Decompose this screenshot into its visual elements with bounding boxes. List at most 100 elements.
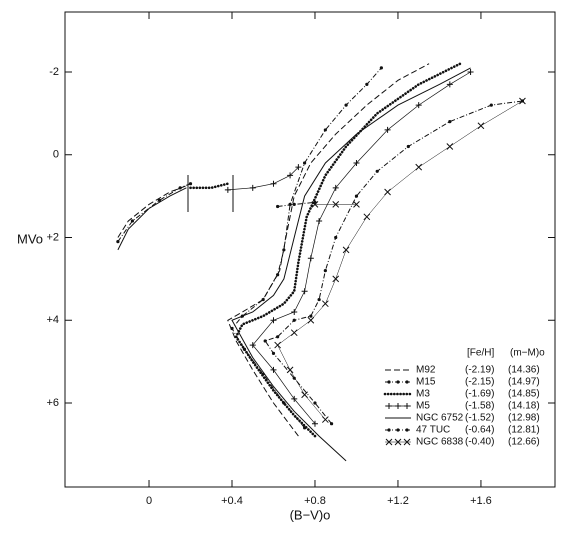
legend-symbol (405, 380, 409, 384)
legend-distance-modulus: (12.81) (508, 425, 540, 436)
y-tick-label: +2 (46, 231, 59, 243)
point (379, 66, 383, 70)
point (178, 186, 182, 190)
point (303, 161, 307, 165)
x-tick-label: +1.2 (387, 495, 409, 507)
point (317, 297, 321, 302)
legend-header: (m−M)o (510, 348, 545, 359)
legend-symbol (405, 428, 409, 432)
point (344, 103, 348, 107)
point (230, 326, 234, 331)
legend-metallicity: (-2.15) (465, 377, 494, 388)
point (342, 246, 350, 254)
legend-metallicity: (-1.52) (465, 413, 494, 424)
point (316, 217, 323, 224)
point (270, 180, 277, 187)
point (313, 401, 317, 405)
legend-metallicity: (-0.64) (465, 425, 494, 436)
legend-label: M15 (416, 377, 436, 388)
legend-distance-modulus: (14.85) (508, 389, 540, 400)
legend-label: M3 (416, 389, 430, 400)
legend-symbol (404, 403, 410, 409)
legend-distance-modulus: (12.98) (508, 413, 540, 424)
point (276, 273, 280, 277)
x-tick-label: +1.6 (470, 495, 492, 507)
legend-distance-modulus: (14.97) (508, 377, 540, 388)
legend-metallicity: (-1.58) (465, 401, 494, 412)
point (446, 143, 454, 150)
point (384, 126, 391, 133)
point (270, 317, 277, 324)
point (301, 391, 308, 399)
x-tick-label: +0.4 (221, 495, 243, 507)
point (489, 103, 493, 107)
legend-label: M92 (416, 365, 436, 376)
legend-symbol (385, 438, 393, 446)
y-axis-label: MVo (17, 231, 43, 246)
point (188, 182, 193, 186)
legend-label: NGC 6838 (416, 437, 464, 448)
series-line (117, 67, 471, 462)
point (309, 314, 313, 318)
point (321, 300, 329, 308)
series-line (117, 67, 382, 429)
point (261, 297, 265, 302)
point (307, 255, 314, 262)
point (282, 248, 286, 252)
legend-symbol (387, 380, 391, 384)
legend-label: M5 (416, 401, 430, 412)
legend-metallicity: (-2.19) (465, 365, 494, 376)
point (375, 169, 379, 173)
point (323, 269, 327, 273)
point (332, 275, 340, 283)
point (321, 416, 329, 423)
legend-symbol (396, 380, 400, 384)
point (291, 308, 298, 315)
y-tick-label: -2 (49, 66, 59, 78)
point (353, 201, 360, 208)
legend-distance-modulus: (14.18) (508, 401, 540, 412)
point (157, 198, 161, 202)
point (263, 339, 267, 343)
legend-symbol (403, 438, 411, 446)
legend-distance-modulus: (12.66) (508, 437, 540, 448)
point (224, 186, 231, 193)
x-axis-label: (B−V)o (290, 507, 331, 522)
point (292, 318, 296, 322)
point (292, 376, 296, 380)
point (274, 341, 281, 349)
series-line (189, 62, 462, 438)
point (287, 172, 294, 179)
legend-metallicity: (-0.40) (465, 437, 494, 448)
point (290, 329, 298, 337)
plot-frame (64, 11, 556, 488)
point (448, 120, 452, 124)
point (307, 316, 315, 324)
point (286, 366, 294, 374)
legend-distance-modulus: (14.36) (508, 365, 540, 376)
legend-symbol (394, 438, 402, 446)
point (415, 102, 422, 109)
point (292, 202, 296, 206)
point (467, 68, 474, 75)
point (329, 422, 334, 426)
point (332, 201, 340, 208)
point (323, 128, 327, 132)
point (477, 122, 485, 130)
point (276, 335, 280, 339)
legend-symbol (387, 428, 391, 432)
point (291, 395, 298, 402)
legend-metallicity: (-1.69) (465, 389, 494, 400)
point (384, 188, 391, 196)
y-tick-label: +4 (46, 314, 59, 326)
point (276, 204, 280, 209)
point (271, 351, 276, 355)
x-tick-label: +0.8 (304, 495, 326, 507)
point (446, 81, 453, 88)
y-tick-label: 0 (53, 149, 59, 161)
point (295, 164, 302, 171)
point (130, 219, 135, 223)
legend-label: 47 TUC (416, 425, 450, 436)
point (519, 97, 526, 105)
